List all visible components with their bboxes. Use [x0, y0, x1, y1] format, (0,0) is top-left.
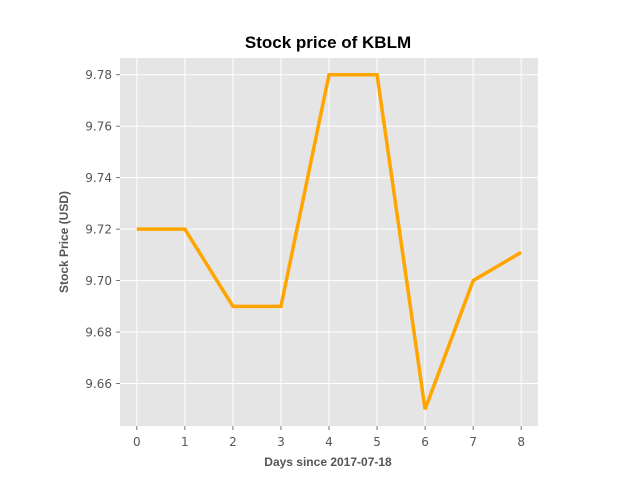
grid-lines [120, 58, 538, 426]
x-tick-label: 0 [133, 435, 141, 449]
y-tick-label: 9.70 [85, 274, 112, 288]
axis-ticks: 0 1 2 3 4 5 6 7 8 9.66 9.68 9.70 9.72 9.74 9.76 9.78 [85, 68, 525, 449]
x-tick-label: 5 [373, 435, 381, 449]
x-tick-label: 1 [181, 435, 189, 449]
y-axis-label: Stock Price (USD) [57, 191, 71, 293]
y-tick-label: 9.78 [85, 68, 112, 82]
x-tick-label: 6 [421, 435, 429, 449]
series-layer [136, 72, 523, 410]
x-tick-label: 7 [469, 435, 477, 449]
y-tick-label: 9.72 [85, 223, 112, 237]
x-tick-label: 4 [325, 435, 333, 449]
x-tick-label: 3 [277, 435, 285, 449]
x-tick-label: 8 [517, 435, 525, 449]
y-tick-label: 9.68 [85, 326, 112, 340]
x-axis-label: Days since 2017-07-18 [264, 455, 392, 469]
y-tick-label: 9.76 [85, 120, 112, 134]
y-tick-label: 9.74 [85, 171, 112, 185]
x-tick-label: 2 [229, 435, 237, 449]
chart-title: Stock price of KBLM [245, 33, 411, 52]
y-tick-label: 9.66 [85, 377, 112, 391]
